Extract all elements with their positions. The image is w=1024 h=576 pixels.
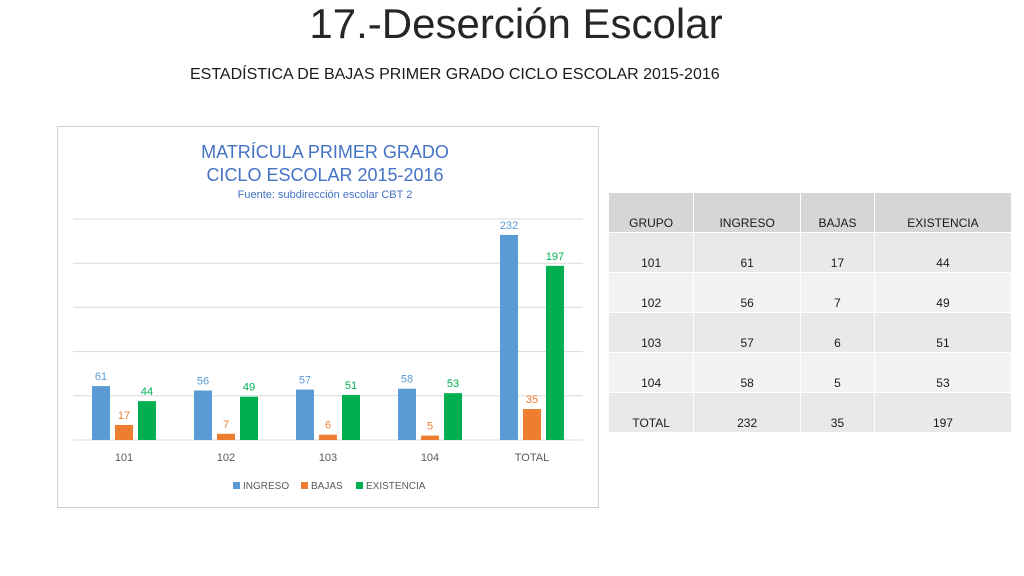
data-label: 51 <box>345 380 357 392</box>
data-label: 232 <box>500 220 518 232</box>
table-row: 101 61 17 44 <box>609 233 1012 273</box>
table-header-cell: INGRESO <box>694 193 801 233</box>
slide-title: 17.-Deserción Escolar <box>309 0 723 47</box>
x-tick-label: 102 <box>217 452 235 464</box>
legend-swatch-ingreso <box>233 482 240 489</box>
data-label: 44 <box>141 386 153 398</box>
x-tick-label: 103 <box>319 452 337 464</box>
chart-subtitle: Fuente: subdirección escolar CBT 2 <box>238 189 413 201</box>
chart-frame: MATRÍCULA PRIMER GRADO CICLO ESCOLAR 2015… <box>57 126 599 508</box>
table-cell: 101 <box>609 233 695 273</box>
bar-existencia <box>240 396 258 440</box>
bar-ingreso <box>296 389 314 440</box>
data-label: 49 <box>243 382 255 394</box>
bar-ingreso <box>194 390 212 440</box>
table-header-cell: EXISTENCIA <box>874 193 1012 233</box>
bar-bajas <box>421 435 439 440</box>
bar-existencia <box>138 401 156 440</box>
table-row: 103 57 6 51 <box>609 313 1012 353</box>
slide-subtitle: ESTADÍSTICA DE BAJAS PRIMER GRADO CICLO … <box>190 66 720 83</box>
data-label: 57 <box>299 375 311 387</box>
table-header-row: GRUPO INGRESO BAJAS EXISTENCIA <box>609 193 1012 233</box>
table-row: 102 56 7 49 <box>609 273 1012 313</box>
table-cell: 56 <box>694 273 801 313</box>
table-row: 104 58 5 53 <box>609 353 1012 393</box>
legend-label: INGRESO <box>243 481 289 492</box>
bar-bajas <box>115 424 133 440</box>
legend-label: BAJAS <box>311 481 343 492</box>
data-label: 35 <box>526 394 538 406</box>
data-label: 5 <box>427 421 433 433</box>
chart-title-line: CICLO ESCOLAR 2015-2016 <box>206 165 443 185</box>
x-tick-label: 101 <box>115 452 133 464</box>
bar-bajas <box>523 409 541 440</box>
chart-title-line: MATRÍCULA PRIMER GRADO <box>201 142 449 162</box>
table-cell: 57 <box>694 313 801 353</box>
table-row-total: TOTAL 232 35 197 <box>609 393 1012 433</box>
table-cell: 35 <box>801 393 875 433</box>
data-label: 61 <box>95 371 107 383</box>
table-cell: 17 <box>801 233 875 273</box>
data-label: 53 <box>447 378 459 390</box>
table-cell: TOTAL <box>609 393 695 433</box>
bar-existencia <box>342 394 360 440</box>
table-cell: 7 <box>801 273 875 313</box>
data-label: 197 <box>546 251 564 263</box>
bar-existencia <box>546 265 564 440</box>
table-cell: 49 <box>874 273 1012 313</box>
table-cell: 5 <box>801 353 875 393</box>
bar-chart: MATRÍCULA PRIMER GRADO CICLO ESCOLAR 2015… <box>73 142 583 492</box>
data-table: GRUPO INGRESO BAJAS EXISTENCIA 101 61 17… <box>609 193 1012 433</box>
table-cell: 53 <box>874 353 1012 393</box>
bar-ingreso <box>398 388 416 440</box>
table-header-cell: GRUPO <box>609 193 695 233</box>
bar-bajas <box>319 434 337 440</box>
data-label: 58 <box>401 374 413 386</box>
table-cell: 58 <box>694 353 801 393</box>
table-cell: 61 <box>694 233 801 273</box>
data-label: 56 <box>197 375 209 387</box>
bar-ingreso <box>92 386 110 440</box>
legend-swatch-existencia <box>356 482 363 489</box>
table-cell: 197 <box>874 393 1012 433</box>
legend-label: EXISTENCIA <box>366 481 426 492</box>
table-header-cell: BAJAS <box>801 193 875 233</box>
data-label: 7 <box>223 419 229 431</box>
bar-bajas <box>217 433 235 440</box>
table-cell: 103 <box>609 313 695 353</box>
table-cell: 232 <box>694 393 801 433</box>
table-cell: 6 <box>801 313 875 353</box>
table-cell: 44 <box>874 233 1012 273</box>
table-cell: 104 <box>609 353 695 393</box>
bar-ingreso <box>500 234 518 440</box>
data-label: 6 <box>325 420 331 432</box>
legend-swatch-bajas <box>301 482 308 489</box>
table-cell: 102 <box>609 273 695 313</box>
x-tick-label: TOTAL <box>515 452 549 464</box>
x-tick-label: 104 <box>421 452 439 464</box>
bar-existencia <box>444 393 462 440</box>
data-label: 17 <box>118 410 130 422</box>
table-cell: 51 <box>874 313 1012 353</box>
